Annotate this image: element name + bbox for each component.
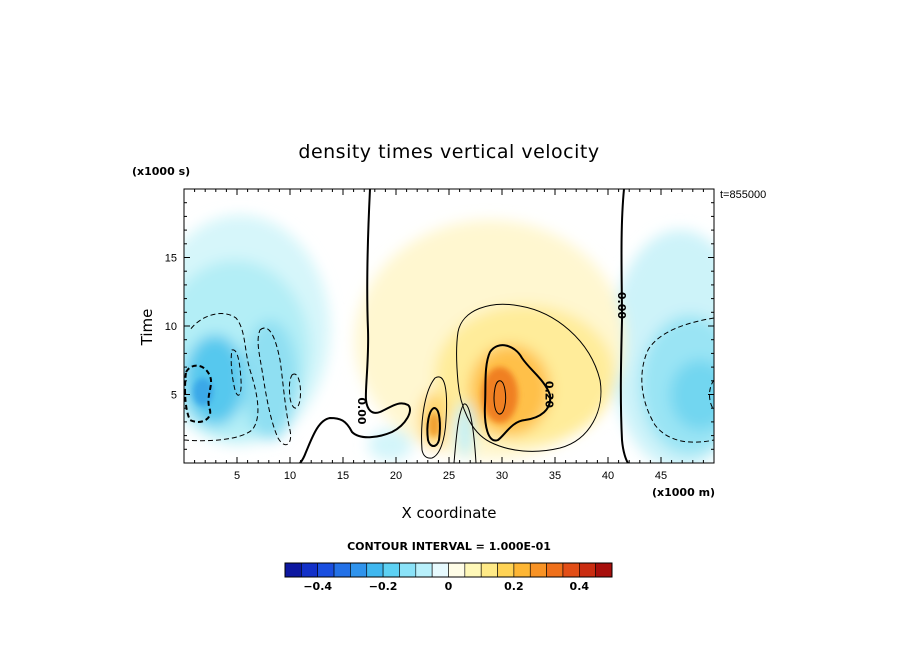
colorbar-cell xyxy=(529,562,547,578)
x-tick-label: 35 xyxy=(549,470,561,482)
colorbar-cell xyxy=(546,562,564,578)
colorbar-frame xyxy=(284,562,613,578)
colorbar-cell xyxy=(578,562,596,578)
x-axis: 5 10 15 20 25 30 35 40 45 xyxy=(194,189,704,482)
neg-contour-left-c xyxy=(257,327,292,446)
zero-contour-left xyxy=(299,189,411,463)
x-tick-label: 30 xyxy=(496,470,508,482)
neg-contour-right-inner xyxy=(709,379,714,411)
field-blobs xyxy=(184,215,714,463)
colorbar-cell xyxy=(595,562,613,578)
x-tick-label: 45 xyxy=(655,470,667,482)
colorbar-cell xyxy=(399,562,417,578)
blob-left-streak xyxy=(242,320,298,440)
colorbar-cell xyxy=(366,562,384,578)
y-tick-label: 5 xyxy=(171,390,177,402)
colorbar-cell xyxy=(301,562,319,578)
zero-contour-right xyxy=(619,189,629,463)
neg-contour-left-d xyxy=(230,349,242,396)
x-axis-title: X coordinate xyxy=(401,504,496,522)
y-tick-label: 10 xyxy=(165,321,177,333)
colorbar-cell xyxy=(448,562,466,578)
colorbar-cell xyxy=(333,562,351,578)
x-tick-label: 40 xyxy=(602,470,614,482)
neg-contour-left-a xyxy=(184,313,259,442)
x-tick-label: 10 xyxy=(284,470,296,482)
x-tick-label: 15 xyxy=(337,470,349,482)
colorbar-tick-label: −0.4 xyxy=(303,580,332,593)
colorbar: −0.4 −0.2 0 0.2 0.4 xyxy=(284,562,613,593)
colorbar-cell xyxy=(513,562,531,578)
colorbar-tick-label: 0.2 xyxy=(504,580,524,593)
contour-interval-text: CONTOUR INTERVAL = 1.000E-01 xyxy=(347,540,551,553)
contour-label: 0.00 xyxy=(355,397,368,424)
blob-left-core xyxy=(185,335,245,425)
contour-0.1 xyxy=(456,303,602,452)
contour-thin-26 xyxy=(453,403,477,463)
colorbar-cell xyxy=(284,562,302,578)
colorbar-cell xyxy=(415,562,433,578)
x-tick-label: 20 xyxy=(390,470,402,482)
contour-labels: 0.00 0.00 0.20 xyxy=(355,292,628,425)
colorbar-cell xyxy=(497,562,515,578)
x-tick-label: 5 xyxy=(234,470,240,482)
y-tick-label: 15 xyxy=(165,253,177,265)
blob-right-core xyxy=(670,360,714,430)
contour-label: 0.00 xyxy=(615,292,628,319)
contours xyxy=(184,189,714,463)
y-scale-label: (x1000 s) xyxy=(132,165,190,178)
x-tick-label: 25 xyxy=(443,470,455,482)
colorbar-cell xyxy=(382,562,400,578)
core-left xyxy=(193,378,213,406)
contour-warm-column xyxy=(421,376,448,459)
heatmap-field: 0.00 0.00 0.20 xyxy=(184,189,714,463)
time-stamp: t=855000 xyxy=(720,189,766,201)
contour-warm-column-inner xyxy=(426,406,441,447)
neg-contour-right xyxy=(641,317,714,443)
contour-label: 0.20 xyxy=(543,381,556,408)
colorbar-cell xyxy=(350,562,368,578)
y-axis-title: Time xyxy=(138,309,156,347)
y-axis: 5 10 15 xyxy=(165,202,714,450)
colorbar-tick-label: −0.2 xyxy=(369,580,398,593)
colorbar-cell xyxy=(464,562,482,578)
colorbar-cell xyxy=(562,562,580,578)
neg-contour-left-b xyxy=(184,364,212,423)
contour-0.3 xyxy=(493,380,507,415)
core-center xyxy=(482,367,518,423)
x-scale-label: (x1000 m) xyxy=(652,486,715,499)
chart-title: density times vertical velocity xyxy=(298,141,599,163)
colorbar-cell xyxy=(317,562,335,578)
neg-contour-left-e xyxy=(288,373,301,409)
contour-0.2 xyxy=(483,344,552,442)
colorbar-tick-label: 0 xyxy=(445,580,453,593)
core-small xyxy=(428,413,440,437)
blob-small-cool xyxy=(456,402,474,458)
field-cores xyxy=(193,367,518,437)
colorbar-cell xyxy=(431,562,449,578)
colorbar-tick-label: 0.4 xyxy=(570,580,590,593)
colorbar-cell xyxy=(480,562,498,578)
